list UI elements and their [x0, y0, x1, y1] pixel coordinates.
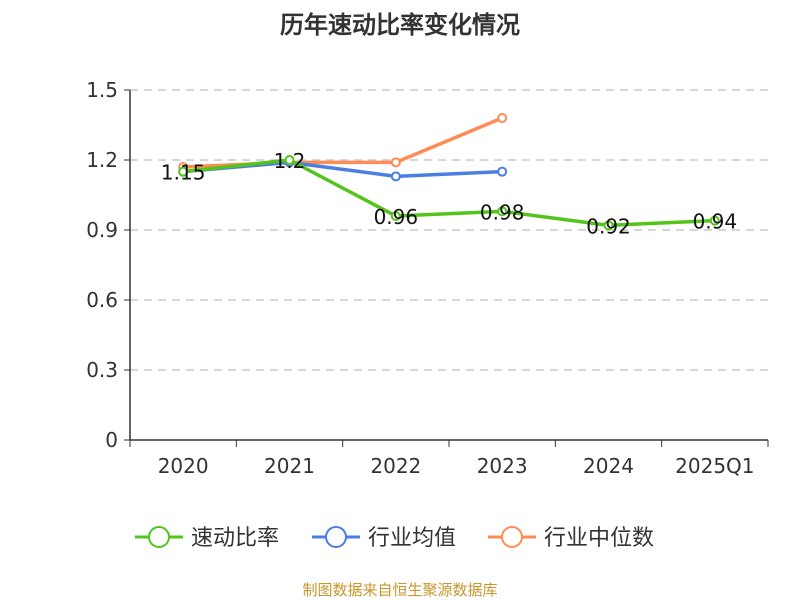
data-point [284, 155, 295, 165]
legend-label: 行业均值 [368, 526, 456, 551]
legend-marker [148, 526, 170, 548]
x-tick-label: 2023 [477, 454, 528, 478]
y-tick-label: 1.2 [86, 148, 118, 172]
data-point [603, 220, 614, 231]
data-label: 1.2 [274, 149, 306, 173]
y-tick-label: 0.6 [86, 288, 118, 312]
data-point [390, 171, 401, 182]
y-tick-label: 0.9 [86, 218, 118, 242]
data-point [709, 215, 720, 226]
y-tick-label: 0.3 [86, 358, 118, 382]
data-label: 0.98 [480, 200, 525, 224]
data-point [178, 166, 189, 177]
legend-label: 速动比率 [191, 526, 279, 551]
y-tick-label: 0 [105, 428, 118, 452]
data-label: 1.15 [161, 161, 206, 185]
legend-label: 行业中位数 [544, 526, 654, 551]
data-point [390, 211, 401, 221]
source-note: 制图数据来自恒生聚源数据库 [302, 581, 497, 599]
data-point [497, 206, 508, 217]
data-point [497, 113, 508, 123]
legend-marker [501, 526, 523, 548]
data-label: 0.92 [586, 214, 631, 238]
data-label: 0.96 [374, 205, 419, 229]
data-point [497, 166, 508, 177]
data-label: 0.94 [693, 210, 738, 234]
y-tick-label: 1.5 [86, 78, 118, 102]
x-tick-label: 2020 [158, 454, 209, 478]
chart-title: 历年速动比率变化情况 [280, 11, 520, 39]
series-line [182, 158, 715, 228]
x-tick-label: 2022 [370, 454, 421, 478]
legend-marker [325, 526, 347, 548]
x-tick-label: 2025Q1 [675, 454, 754, 478]
data-point [390, 157, 401, 168]
x-tick-label: 2021 [264, 454, 315, 478]
x-tick-label: 2024 [583, 454, 634, 478]
